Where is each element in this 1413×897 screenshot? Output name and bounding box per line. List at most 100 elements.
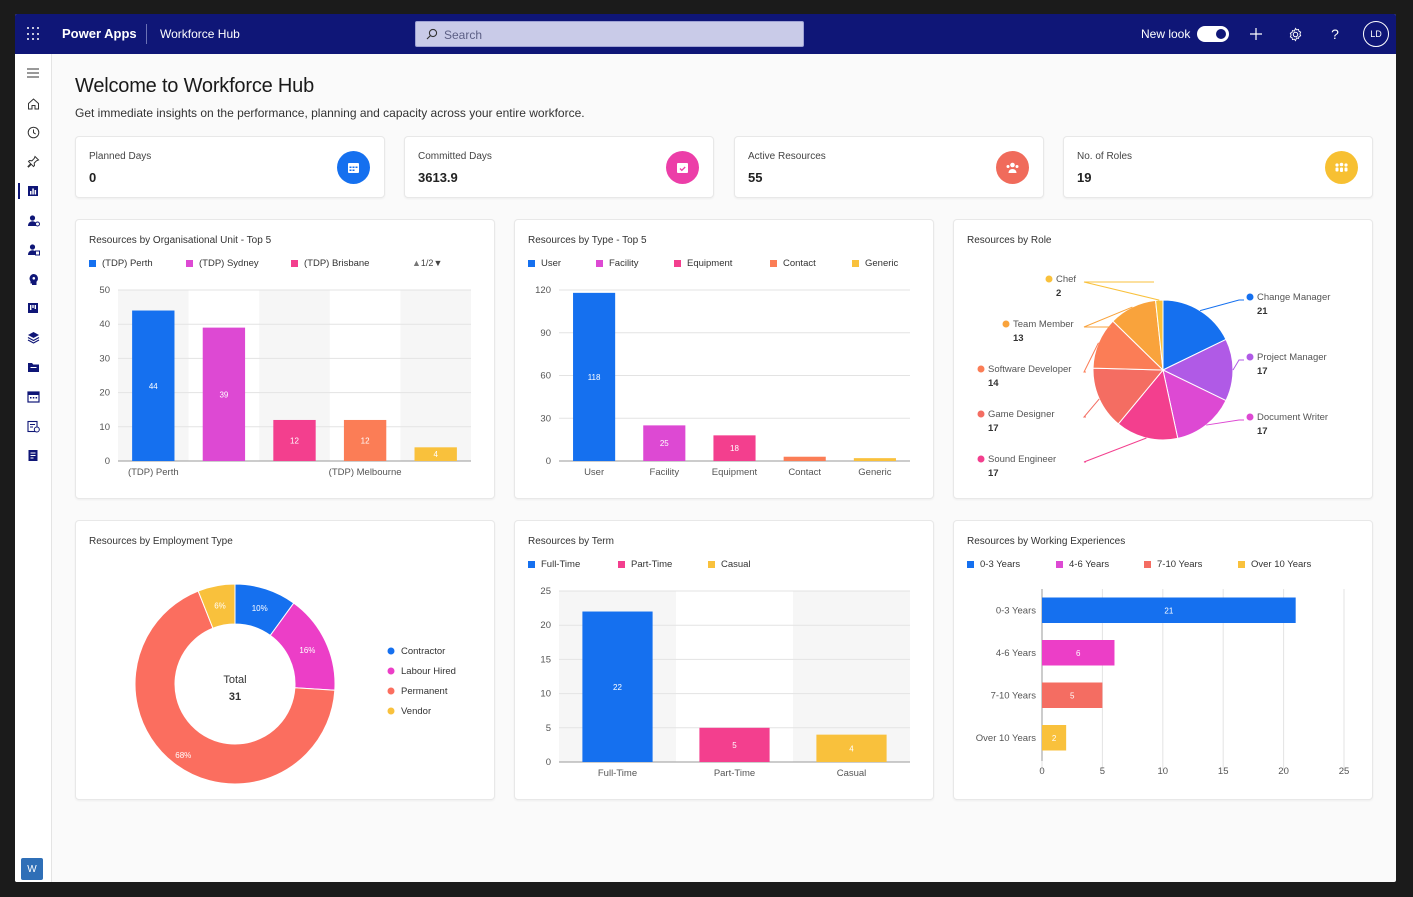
- plot-band: [793, 591, 910, 762]
- chart-card-org-unit: Resources by Organisational Unit - Top 5…: [75, 219, 495, 499]
- legend-item[interactable]: (TDP) Sydney: [186, 258, 259, 269]
- pie-label: Team Member: [1013, 319, 1074, 330]
- y-tick-label: Over 10 Years: [976, 733, 1036, 744]
- data-label: 12: [361, 436, 370, 445]
- legend-item[interactable]: Casual: [708, 559, 751, 570]
- kpi-label: Committed Days: [418, 151, 492, 162]
- bar: [1042, 725, 1067, 751]
- pie-label-marker: [977, 365, 985, 373]
- legend-item[interactable]: Contact: [770, 258, 816, 269]
- kpi-value: 0: [89, 170, 97, 185]
- legend-item[interactable]: (TDP) Brisbane: [291, 258, 369, 269]
- home-icon[interactable]: [25, 95, 41, 111]
- kpi-card-active-resources[interactable]: Active Resources 55: [734, 136, 1044, 198]
- legend-item[interactable]: (TDP) Perth: [89, 258, 153, 269]
- bar: [414, 447, 457, 461]
- dashboard-icon[interactable]: [25, 183, 41, 199]
- data-label: 39: [219, 390, 228, 399]
- search-box[interactable]: [415, 21, 804, 47]
- plus-icon[interactable]: [1246, 24, 1266, 44]
- legend-marker: [387, 647, 395, 655]
- kpi-label: No. of Roles: [1077, 151, 1133, 162]
- legend-item[interactable]: Facility: [596, 258, 639, 269]
- app-name[interactable]: Power Apps: [62, 26, 137, 41]
- report-icon[interactable]: [25, 447, 41, 463]
- legend-item[interactable]: Full-Time: [528, 559, 580, 570]
- gear-icon[interactable]: [1285, 24, 1305, 44]
- donut-total-label: Total: [223, 674, 246, 686]
- bar: [573, 292, 616, 461]
- legend-item[interactable]: Equipment: [674, 258, 732, 269]
- pin-icon[interactable]: [25, 153, 41, 169]
- legend-item[interactable]: Over 10 Years: [1238, 559, 1311, 570]
- avatar[interactable]: LD: [1363, 21, 1389, 47]
- new-look-toggle[interactable]: [1197, 26, 1229, 42]
- x-tick-label: Facility: [650, 467, 680, 478]
- hub-name[interactable]: Workforce Hub: [160, 27, 240, 41]
- pager-prev-icon[interactable]: ▲: [412, 258, 421, 268]
- pie-value-label: 17: [988, 468, 999, 479]
- y-tick-label: 20: [540, 620, 551, 631]
- pie-label-marker: [1246, 293, 1254, 301]
- x-tick-label: Part-Time: [714, 768, 755, 779]
- bar: [132, 310, 175, 461]
- legend-item[interactable]: Part-Time: [618, 559, 672, 570]
- x-tick-label: (TDP) Melbourne: [329, 467, 402, 478]
- employment-donut-chart: 10% 16% 68% 6% Total 31 Contractor Labour Hired…: [134, 583, 456, 785]
- kpi-label: Active Resources: [748, 151, 826, 162]
- search-input[interactable]: [444, 26, 784, 43]
- pager-next-icon[interactable]: ▼: [433, 258, 443, 268]
- resource-role-icon[interactable]: [25, 241, 41, 257]
- legend-item[interactable]: 0-3 Years: [967, 559, 1020, 570]
- data-label: 2: [1052, 734, 1057, 743]
- leader-line: [1082, 398, 1100, 418]
- skills-icon[interactable]: [25, 271, 41, 287]
- x-tick-label: Contact: [788, 467, 821, 478]
- calendar-icon: [337, 151, 370, 184]
- pie-value-label: 17: [1257, 426, 1268, 437]
- legend-marker: [387, 667, 395, 675]
- pie-label-marker: [1002, 320, 1010, 328]
- y-tick-label: 30: [540, 413, 551, 424]
- x-tick-label: 15: [1218, 766, 1229, 777]
- app-launcher-icon[interactable]: [27, 27, 41, 41]
- legend-item[interactable]: User: [528, 258, 561, 269]
- kpi-card-committed-days[interactable]: Committed Days 3613.9: [404, 136, 714, 198]
- board-icon[interactable]: [25, 300, 41, 316]
- menu-icon[interactable]: [25, 65, 41, 81]
- help-icon[interactable]: ?: [1331, 26, 1339, 42]
- pie-value-label: 17: [988, 423, 999, 434]
- bar: [699, 727, 770, 762]
- pie-label: Chef: [1056, 274, 1076, 285]
- layers-icon[interactable]: [25, 329, 41, 345]
- area-switcher-button[interactable]: W: [21, 858, 43, 880]
- type-bar-chart: 0 30 60 90 120 118 User 25 Facility 18 Equipment Co…: [535, 285, 910, 478]
- page-title: Welcome to Workforce Hub: [75, 75, 314, 97]
- y-tick-label: 120: [535, 285, 551, 296]
- legend-pager[interactable]: ▲1/2▼: [412, 258, 443, 268]
- kpi-card-planned-days[interactable]: Planned Days 0: [75, 136, 385, 198]
- bar: [1042, 597, 1296, 623]
- data-label: 4: [433, 450, 438, 459]
- recent-icon[interactable]: [25, 124, 41, 140]
- bar: [853, 458, 896, 461]
- legend-item[interactable]: Generic: [852, 258, 898, 269]
- data-label: 44: [149, 382, 158, 391]
- kpi-card-no-of-roles[interactable]: No. of Roles 19: [1063, 136, 1373, 198]
- bar: [713, 435, 756, 461]
- resource-icon[interactable]: [25, 212, 41, 228]
- pie-label: Game Designer: [988, 409, 1055, 420]
- term-bar-chart: 0 5 10 15 20 25 22 Full-Time 5 Part-Time 4 Casual: [540, 586, 910, 779]
- leader-line: [1083, 437, 1147, 463]
- page-subtitle: Get immediate insights on the performanc…: [75, 106, 585, 120]
- y-tick-label: 30: [99, 353, 110, 364]
- schedule-icon[interactable]: [25, 418, 41, 434]
- experience-bar-chart: 0 5 10 15 20 25 21 0-3 Years 6 4-6 Years 5 7-10 Yea…: [976, 589, 1349, 777]
- legend-item[interactable]: 7-10 Years: [1144, 559, 1202, 570]
- pie-label-marker: [1045, 275, 1053, 283]
- calendar-icon[interactable]: [25, 388, 41, 404]
- y-tick-label: 25: [540, 586, 551, 597]
- bar: [1042, 682, 1103, 708]
- folder-icon[interactable]: [25, 359, 41, 375]
- legend-item[interactable]: 4-6 Years: [1056, 559, 1109, 570]
